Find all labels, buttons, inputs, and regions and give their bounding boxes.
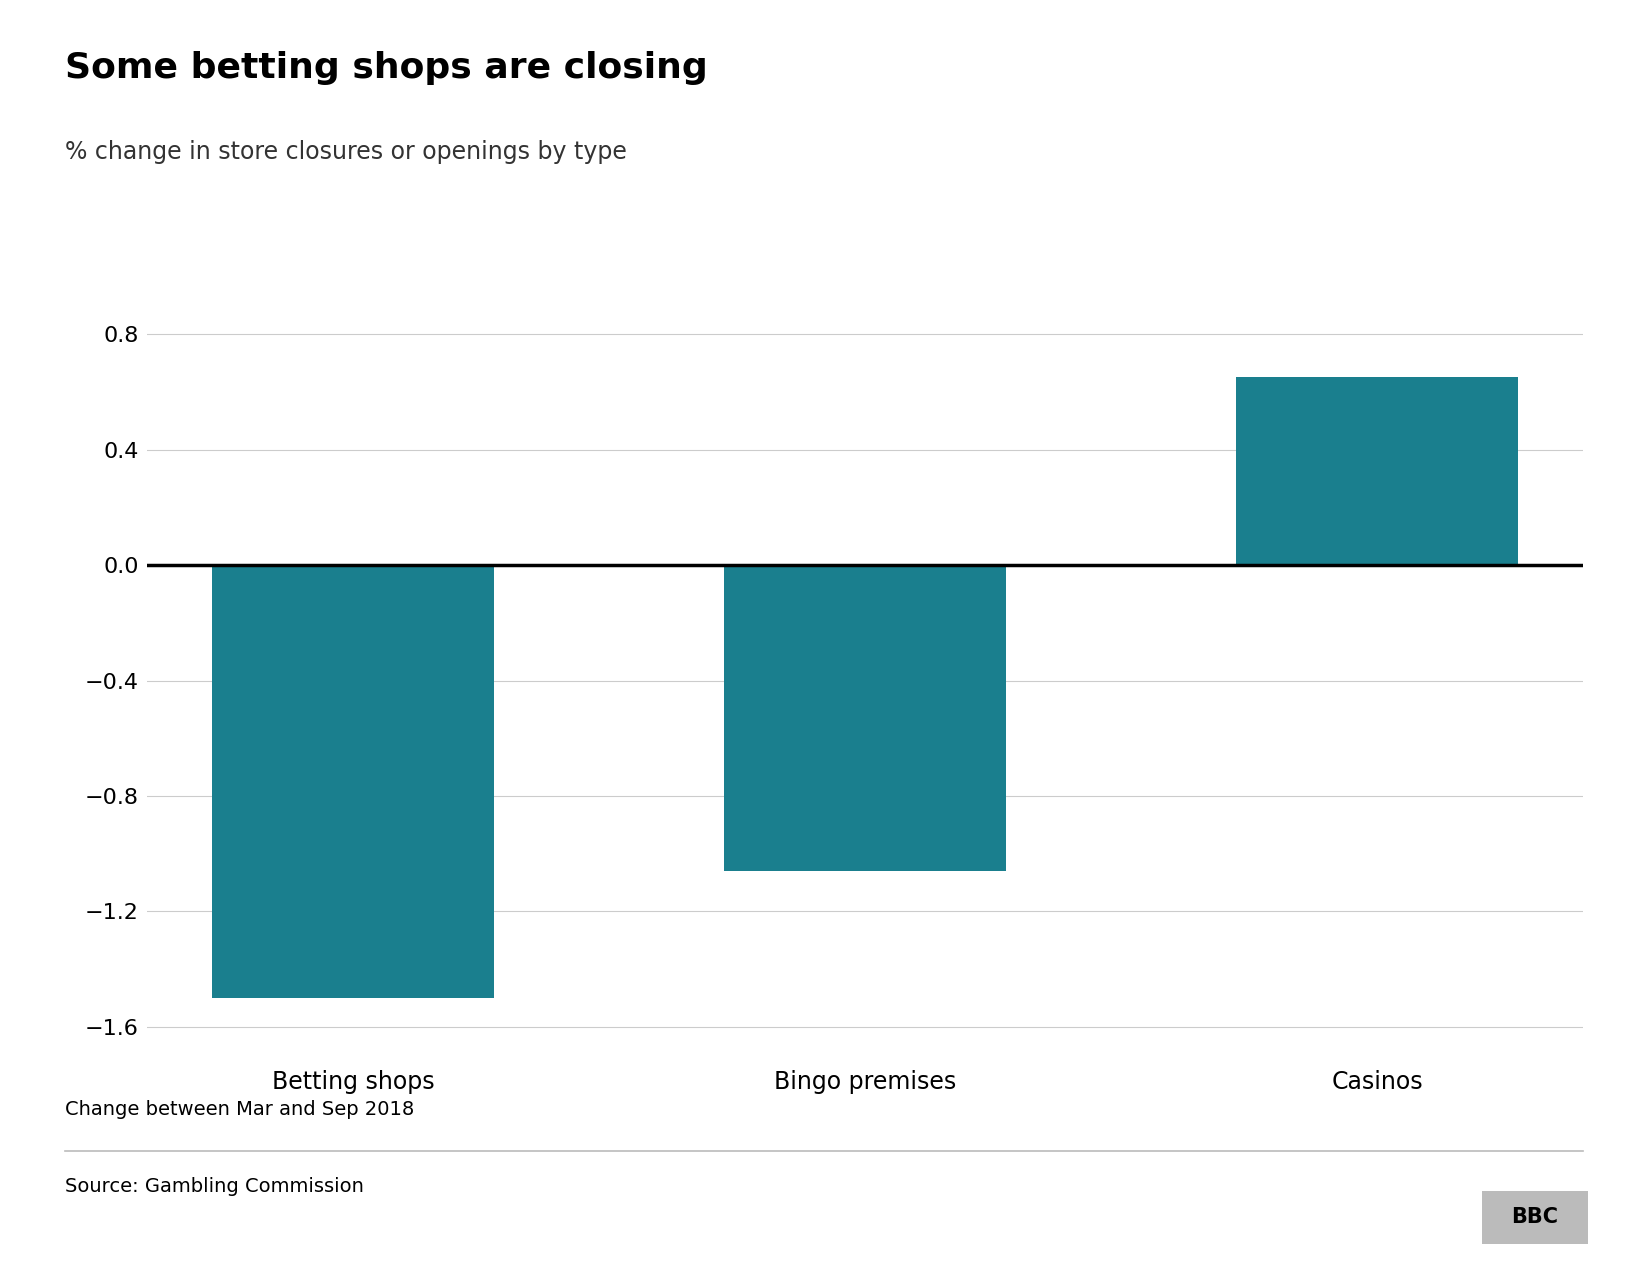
Text: Source: Gambling Commission: Source: Gambling Commission	[65, 1177, 364, 1196]
Text: % change in store closures or openings by type: % change in store closures or openings b…	[65, 140, 627, 164]
Text: Change between Mar and Sep 2018: Change between Mar and Sep 2018	[65, 1100, 415, 1119]
Bar	[725, 565, 1005, 871]
Bar	[212, 565, 494, 999]
Text: Some betting shops are closing: Some betting shops are closing	[65, 51, 708, 85]
Bar	[1235, 378, 1518, 565]
Text: BBC: BBC	[1511, 1207, 1559, 1227]
